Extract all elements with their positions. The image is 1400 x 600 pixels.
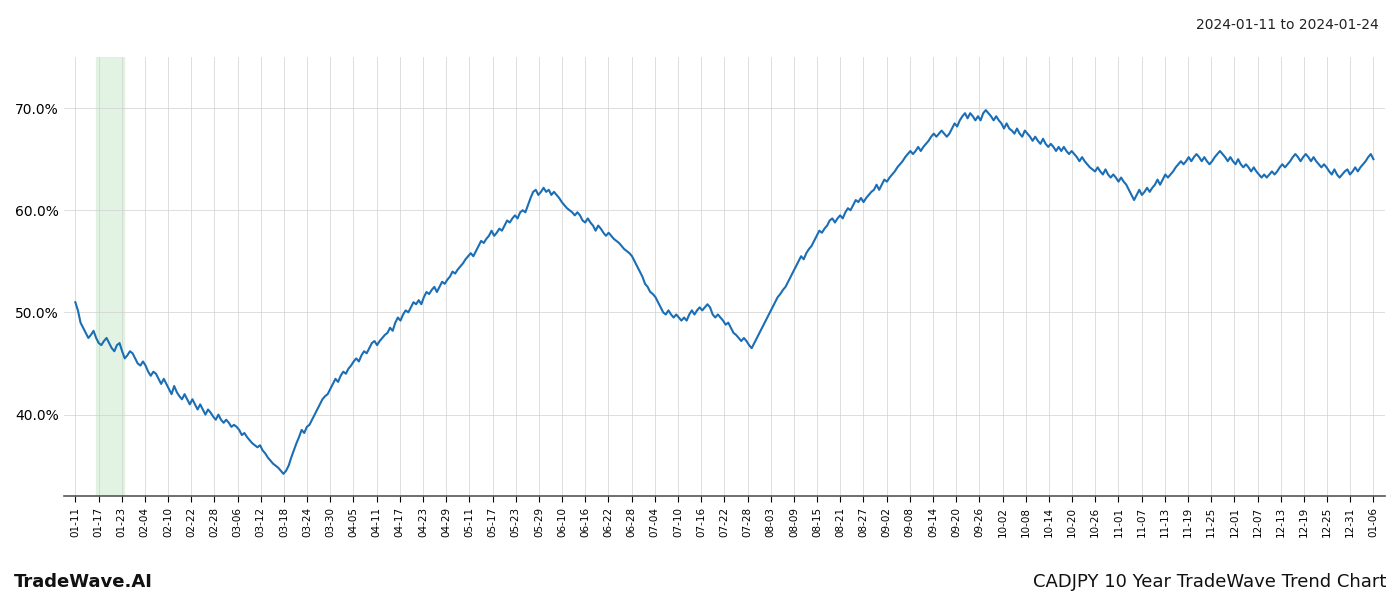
Bar: [97, 57, 125, 496]
Text: 2024-01-11 to 2024-01-24: 2024-01-11 to 2024-01-24: [1196, 18, 1379, 32]
Text: TradeWave.AI: TradeWave.AI: [14, 573, 153, 591]
Text: CADJPY 10 Year TradeWave Trend Chart: CADJPY 10 Year TradeWave Trend Chart: [1033, 573, 1386, 591]
